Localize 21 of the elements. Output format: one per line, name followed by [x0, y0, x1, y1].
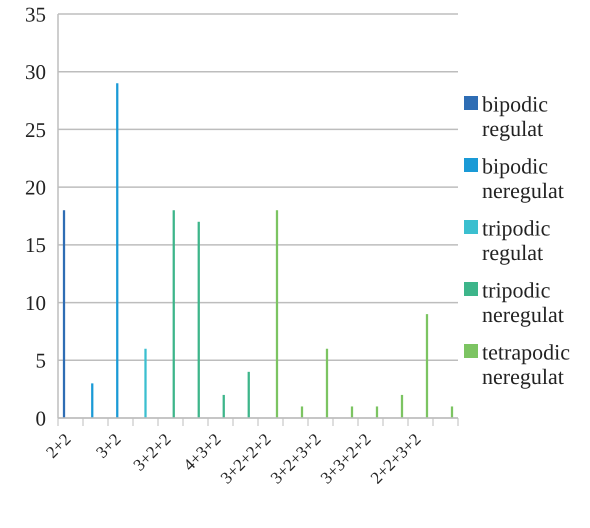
legend-label: bipodic neregulat — [482, 154, 564, 203]
bar — [172, 210, 175, 418]
legend-label: tetrapodic neregulat — [482, 340, 570, 389]
legend-label: tripodic neregulat — [482, 278, 564, 327]
legend-label: tripodic regulat — [482, 216, 551, 265]
bar — [91, 383, 94, 418]
x-tick-label: 3+2 — [92, 430, 125, 462]
bar — [248, 372, 250, 418]
y-tick-label: 20 — [25, 175, 46, 200]
y-tick-label: 0 — [36, 406, 46, 430]
y-tick-label: 5 — [36, 348, 46, 373]
bar — [198, 222, 200, 418]
legend-label: bipodic regulat — [482, 92, 548, 141]
y-tick-label: 15 — [25, 233, 46, 258]
y-tick-label: 35 — [25, 2, 46, 26]
y-tick-label: 25 — [25, 118, 46, 142]
bar — [222, 394, 225, 418]
bar — [116, 83, 118, 418]
y-tick-label: 10 — [25, 290, 46, 315]
y-tick-label: 30 — [25, 60, 46, 84]
x-tick-label: 2+2 — [42, 430, 75, 462]
